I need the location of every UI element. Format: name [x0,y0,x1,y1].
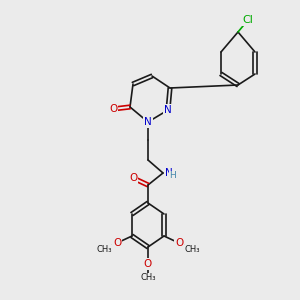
Text: O: O [113,238,121,248]
Text: Cl: Cl [243,15,254,25]
Text: O: O [175,238,183,248]
Text: CH₃: CH₃ [184,245,200,254]
Text: O: O [144,259,152,269]
Text: CH₃: CH₃ [140,274,156,283]
Text: O: O [109,104,117,114]
Text: N: N [144,117,152,127]
Text: CH₃: CH₃ [96,245,112,254]
Text: O: O [129,173,137,183]
Text: N: N [165,168,173,178]
Text: N: N [164,105,172,115]
Text: H: H [169,172,176,181]
